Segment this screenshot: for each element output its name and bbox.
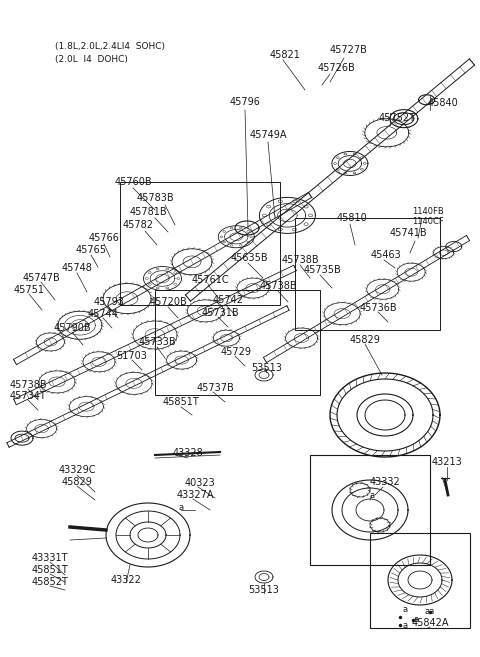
Text: 45729: 45729 bbox=[220, 347, 252, 357]
Text: a: a bbox=[402, 620, 408, 629]
Text: 45752T: 45752T bbox=[379, 113, 416, 123]
Text: 45840: 45840 bbox=[428, 98, 458, 108]
Text: 45761C: 45761C bbox=[191, 275, 229, 285]
Text: 43213: 43213 bbox=[432, 457, 462, 467]
Text: 45829: 45829 bbox=[61, 477, 93, 487]
Text: 43331T: 43331T bbox=[32, 553, 68, 563]
Text: 45749A: 45749A bbox=[249, 130, 287, 140]
Text: 45829: 45829 bbox=[349, 335, 381, 345]
Text: 43322: 43322 bbox=[110, 575, 142, 585]
Text: 45790B: 45790B bbox=[53, 323, 91, 333]
Bar bbox=[310, 455, 430, 565]
Text: 45744: 45744 bbox=[87, 309, 119, 319]
Text: 45635B: 45635B bbox=[230, 253, 268, 263]
Text: 53513: 53513 bbox=[252, 363, 282, 373]
Text: 43327A: 43327A bbox=[176, 490, 214, 500]
Text: 1140FB: 1140FB bbox=[412, 208, 444, 217]
Text: 43328: 43328 bbox=[173, 448, 204, 458]
Text: 45735B: 45735B bbox=[303, 265, 341, 275]
Text: 45810: 45810 bbox=[336, 213, 367, 223]
Text: 45731B: 45731B bbox=[201, 308, 239, 318]
Text: 45821: 45821 bbox=[270, 50, 300, 60]
Text: 45760B: 45760B bbox=[114, 177, 152, 187]
Text: (2.0L  I4  DOHC): (2.0L I4 DOHC) bbox=[55, 55, 128, 64]
Text: 43332: 43332 bbox=[370, 477, 400, 487]
Text: 45720B: 45720B bbox=[149, 297, 187, 307]
Text: 45766: 45766 bbox=[89, 233, 120, 243]
Text: 43329C: 43329C bbox=[58, 465, 96, 475]
Text: 45733B: 45733B bbox=[138, 337, 176, 347]
Text: 45793: 45793 bbox=[94, 297, 124, 307]
Text: 45748: 45748 bbox=[61, 263, 93, 273]
Text: 45738B: 45738B bbox=[259, 281, 297, 291]
Text: 45742: 45742 bbox=[213, 295, 243, 305]
Text: 45782: 45782 bbox=[122, 220, 154, 230]
Text: 45463: 45463 bbox=[371, 250, 401, 260]
Text: 1140CF: 1140CF bbox=[412, 217, 444, 227]
Text: 45726B: 45726B bbox=[317, 63, 355, 73]
Text: 45738B: 45738B bbox=[281, 255, 319, 265]
Text: 45783B: 45783B bbox=[136, 193, 174, 203]
Text: a: a bbox=[413, 616, 419, 625]
Text: 45741B: 45741B bbox=[389, 228, 427, 238]
Text: (1.8L,2.0L,2.4LI4  SOHC): (1.8L,2.0L,2.4LI4 SOHC) bbox=[55, 42, 165, 51]
Text: aa: aa bbox=[425, 608, 435, 616]
Text: 45851T: 45851T bbox=[163, 397, 199, 407]
Text: 45736B: 45736B bbox=[359, 303, 397, 313]
Text: 45765: 45765 bbox=[75, 245, 107, 255]
Text: 45851T: 45851T bbox=[32, 565, 68, 575]
Text: a: a bbox=[179, 503, 183, 512]
Text: 40323: 40323 bbox=[185, 478, 216, 488]
Text: 45852T: 45852T bbox=[32, 577, 69, 587]
Text: 45738B: 45738B bbox=[9, 380, 47, 390]
Text: 45751: 45751 bbox=[13, 285, 45, 295]
Text: a: a bbox=[402, 606, 408, 614]
Text: 45842A: 45842A bbox=[411, 618, 449, 628]
Text: 45781B: 45781B bbox=[129, 207, 167, 217]
Text: 51703: 51703 bbox=[117, 351, 147, 361]
Text: 53513: 53513 bbox=[249, 585, 279, 595]
Text: 45796: 45796 bbox=[229, 97, 261, 107]
Text: 45737B: 45737B bbox=[196, 383, 234, 393]
Bar bbox=[370, 533, 470, 628]
Text: 45734T: 45734T bbox=[10, 391, 47, 401]
Text: 45727B: 45727B bbox=[329, 45, 367, 55]
Text: 45747B: 45747B bbox=[22, 273, 60, 283]
Text: a: a bbox=[370, 491, 374, 501]
